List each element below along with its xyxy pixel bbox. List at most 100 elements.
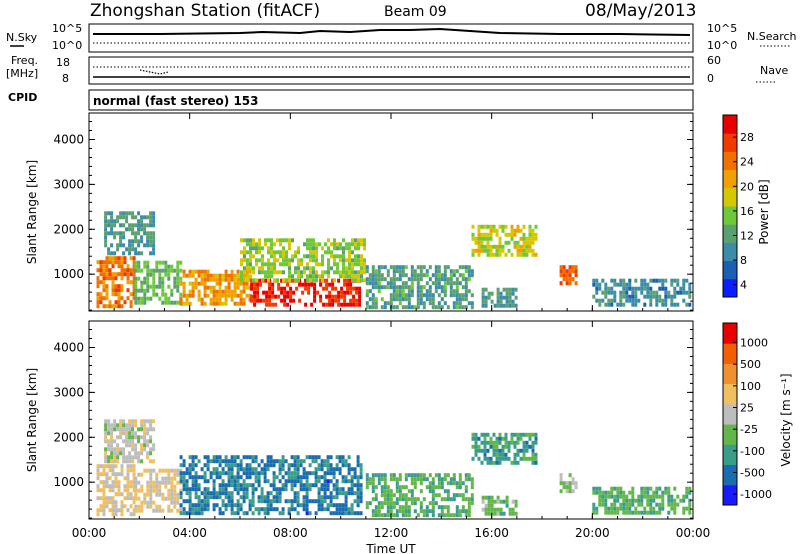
velocity-echo-cell: [111, 480, 115, 485]
velocity-echo-cell: [110, 443, 114, 448]
velocity-echo-cell: [194, 507, 198, 512]
power-echo-cell: [534, 224, 538, 229]
velocity-echo-cell: [446, 489, 450, 494]
velocity-echo-cell: [293, 471, 297, 476]
velocity-echo-cell: [622, 494, 626, 499]
power-echo-cell: [504, 232, 508, 237]
velocity-echo-cell: [233, 463, 237, 468]
velocity-echo-cell: [126, 492, 130, 497]
velocity-echo-cell: [335, 463, 339, 468]
power-echo-cell: [505, 295, 509, 300]
velocity-echo-cell: [386, 489, 390, 494]
power-echo-cell: [574, 273, 578, 278]
power-echo-cell: [182, 293, 186, 298]
power-echo-cell: [265, 294, 269, 299]
velocity-echo-cell: [111, 472, 115, 477]
power-echo-cell: [392, 281, 396, 286]
power-echo-cell: [604, 286, 608, 291]
power-echo-cell: [132, 272, 136, 277]
velocity-echo-layer: [96, 419, 692, 518]
velocity-echo-cell: [191, 455, 195, 460]
velocity-echo-cell: [353, 483, 357, 488]
velocity-echo-cell: [616, 486, 620, 491]
power-echo-cell: [233, 289, 237, 294]
velocity-echo-cell: [389, 505, 393, 510]
velocity-echo-cell: [495, 444, 499, 449]
velocity-echo-cell: [467, 477, 471, 482]
power-echo-cell: [240, 262, 243, 267]
power-echo-cell: [212, 293, 216, 298]
x-tick-label: 16:00: [474, 526, 509, 540]
power-echo-cell: [357, 270, 360, 275]
power-echo-cell: [282, 238, 285, 243]
velocity-echo-cell: [227, 503, 231, 508]
velocity-echo-cell: [275, 495, 279, 500]
power-echo-cell: [134, 235, 138, 240]
velocity-echo-cell: [125, 455, 129, 460]
velocity-echo-cell: [422, 473, 426, 478]
power-echo-cell: [383, 277, 387, 282]
power-echo-cell: [268, 290, 272, 295]
velocity-echo-cell: [281, 475, 285, 480]
velocity-echo-cell: [507, 444, 511, 449]
power-echo-cell: [464, 285, 468, 290]
velocity-echo-cell: [452, 473, 456, 478]
power-echo-cell: [622, 290, 626, 295]
power-echo-cell: [289, 286, 293, 291]
velocity-echo-cell: [359, 487, 363, 492]
velocity-echo-cell: [341, 507, 345, 512]
power-echo-cell: [354, 270, 357, 275]
velocity-echo-cell: [227, 483, 231, 488]
velocity-echo-cell: [170, 488, 174, 493]
power-echo-cell: [371, 265, 375, 270]
power-echo-cell: [102, 276, 106, 281]
power-echo-cell: [592, 294, 596, 299]
velocity-echo-cell: [383, 513, 387, 518]
power-echo-cell: [149, 239, 153, 244]
power-echo-cell: [310, 302, 314, 307]
velocity-echo-cell: [308, 471, 312, 476]
velocity-echo-cell: [452, 513, 456, 518]
velocity-echo-cell: [471, 444, 475, 449]
velocity-echo-cell: [317, 479, 321, 484]
power-echo-cell: [125, 247, 129, 252]
velocity-echo-cell: [96, 472, 100, 477]
power-colorbar-swatch: [723, 151, 737, 171]
power-echo-cell: [261, 258, 264, 263]
velocity-echo-cell: [170, 484, 174, 489]
power-echo-cell: [598, 298, 602, 303]
power-echo-cell: [516, 252, 520, 257]
velocity-echo-cell: [329, 467, 333, 472]
power-echo-cell: [486, 248, 490, 253]
power-echo-cell: [270, 250, 273, 255]
velocity-echo-cell: [311, 499, 315, 504]
power-echo-cell: [242, 273, 246, 278]
power-echo-cell: [464, 297, 468, 302]
power-echo-cell: [304, 278, 308, 283]
velocity-echo-cell: [404, 505, 408, 510]
velocity-echo-cell: [104, 419, 108, 424]
velocity-colorbar-swatch: [723, 464, 737, 486]
velocity-echo-cell: [266, 459, 270, 464]
velocity-echo-cell: [464, 485, 468, 490]
power-echo-cell: [407, 301, 411, 306]
power-echo-cell: [355, 290, 359, 295]
power-echo-cell: [490, 299, 494, 304]
velocity-echo-cell: [464, 509, 468, 514]
velocity-echo-cell: [371, 513, 375, 518]
power-echo-cell: [123, 272, 127, 277]
velocity-echo-cell: [155, 476, 159, 481]
velocity-echo-cell: [516, 448, 520, 453]
velocity-echo-cell: [610, 510, 614, 515]
power-echo-cell: [264, 238, 267, 243]
velocity-echo-cell: [356, 463, 360, 468]
velocity-echo-cell: [149, 439, 153, 444]
velocity-echo-cell: [329, 511, 333, 516]
velocity-echo-cell: [320, 499, 324, 504]
velocity-echo-cell: [477, 456, 481, 461]
power-echo-cell: [143, 288, 147, 293]
velocity-echo-cell: [218, 475, 222, 480]
power-echo-cell: [122, 231, 126, 236]
velocity-echo-cell: [305, 511, 309, 516]
